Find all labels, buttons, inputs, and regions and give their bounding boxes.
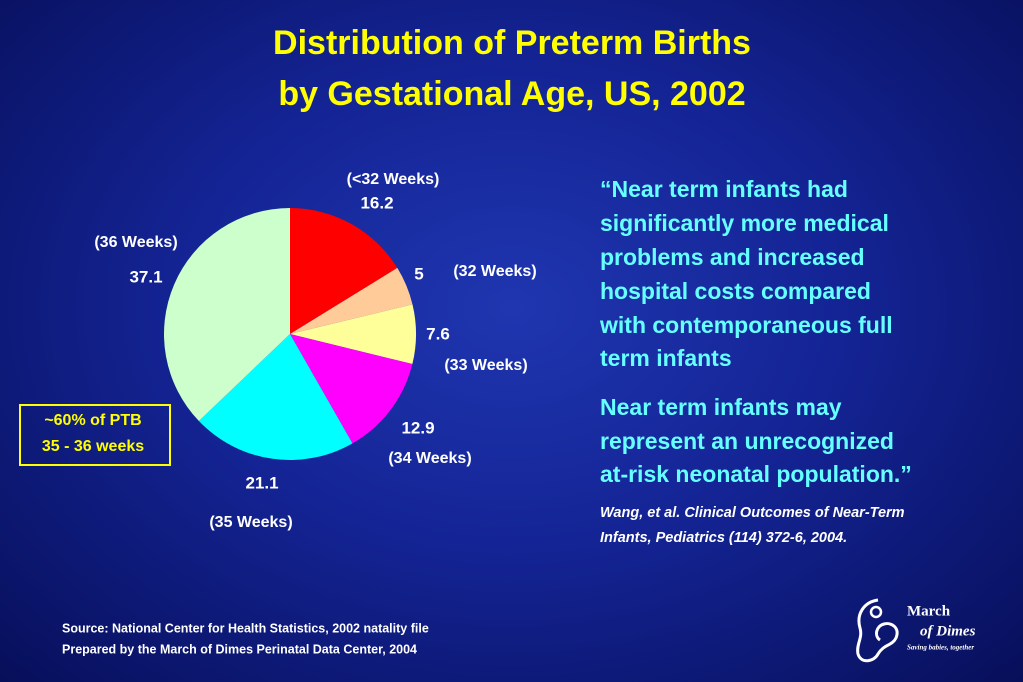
quote-line: at-risk neonatal population.” — [600, 461, 912, 487]
pie-slice — [290, 334, 413, 444]
category-label: (33 Weeks) — [444, 357, 527, 374]
quote-line: represent an unrecognized — [600, 428, 894, 454]
category-label: (36 Weeks) — [94, 234, 177, 251]
logo-text: March — [907, 603, 951, 619]
source: Prepared by the March of Dimes Perinatal… — [62, 642, 417, 656]
value-label: 16.2 — [360, 193, 393, 212]
citation: Wang, et al. Clinical Outcomes of Near-T… — [600, 505, 905, 521]
category-label: (34 Weeks) — [388, 450, 471, 467]
pie-slice — [164, 208, 290, 422]
logo: March of Dimes Saving babies, together — [856, 598, 976, 663]
source: Source: National Center for Health Stati… — [62, 621, 429, 635]
value-label: 5 — [414, 264, 423, 283]
pie-slice — [290, 304, 416, 365]
quote-line: term infants — [600, 345, 732, 371]
category-label: (32 Weeks) — [453, 263, 536, 280]
annotation-box — [19, 404, 171, 466]
category-label: (<32 Weeks) — [347, 171, 440, 188]
logo-text: of Dimes — [920, 623, 976, 639]
value-label: 7.6 — [426, 324, 450, 343]
quote-line: with contemporaneous full — [599, 312, 893, 338]
logo-mark — [856, 598, 899, 663]
value-label: 12.9 — [401, 418, 434, 437]
quote-line: “Near term infants had — [600, 176, 848, 202]
logo-mark — [869, 605, 883, 619]
quote: “Near term infants had significantly mor… — [599, 176, 912, 487]
chart-title: by Gestational Age, US, 2002 — [278, 75, 745, 113]
value-label: 21.1 — [245, 473, 278, 492]
pie-slice — [198, 334, 353, 460]
category-label: (35 Weeks) — [209, 514, 292, 531]
quote-line: hospital costs compared — [600, 278, 871, 304]
chart-title: Distribution of Preterm Births — [273, 24, 751, 62]
pie-slice — [290, 208, 398, 334]
citation: Infants, Pediatrics (114) 372-6, 2004. — [600, 530, 847, 546]
quote-line: problems and increased — [600, 244, 865, 270]
pie-slice — [290, 267, 413, 334]
quote-line: significantly more medical — [600, 210, 889, 236]
logo-tagline: Saving babies, together — [907, 644, 974, 652]
annotation: ~60% of PTB — [44, 412, 141, 429]
annotation: 35 - 36 weeks — [42, 438, 144, 455]
quote-line: Near term infants may — [600, 394, 842, 420]
value-label: 37.1 — [129, 267, 162, 286]
